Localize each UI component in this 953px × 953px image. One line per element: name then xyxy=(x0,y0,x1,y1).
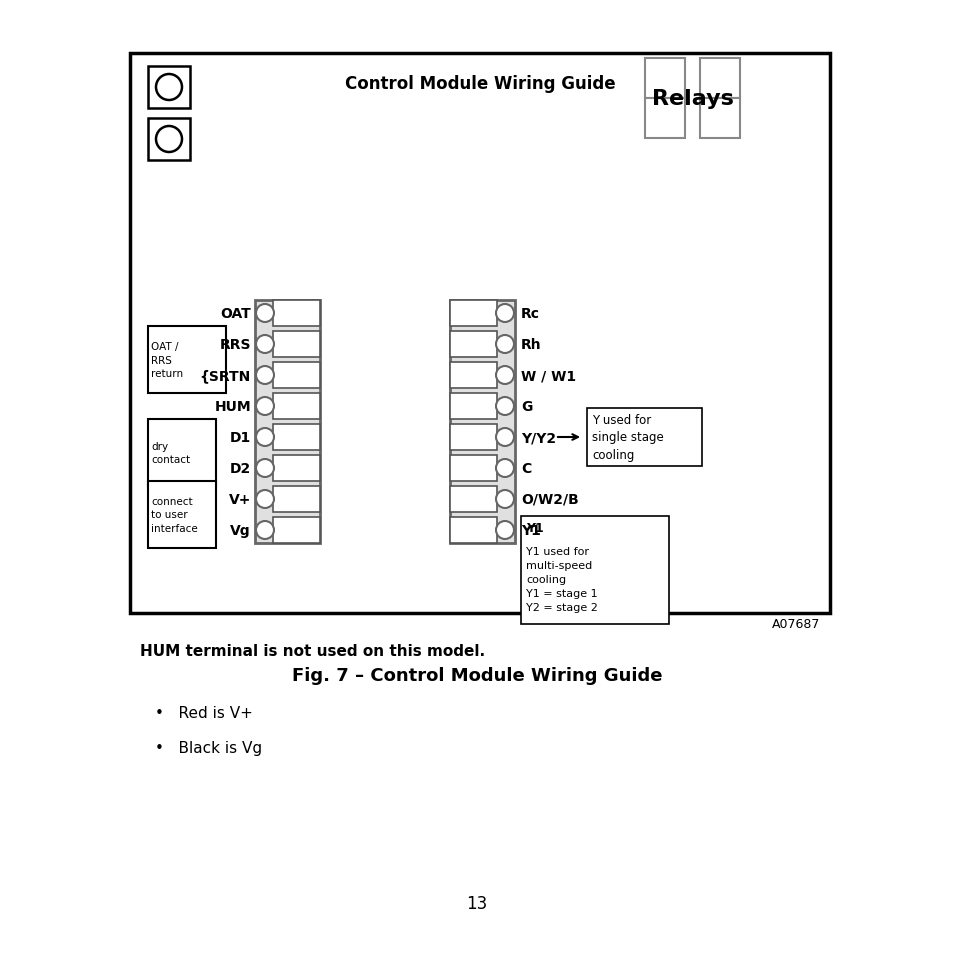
Circle shape xyxy=(156,127,182,152)
Bar xyxy=(273,394,319,419)
Circle shape xyxy=(496,397,514,416)
Text: G: G xyxy=(520,399,532,414)
Circle shape xyxy=(496,521,514,539)
Text: Y1: Y1 xyxy=(520,523,540,537)
Bar xyxy=(450,456,497,481)
Circle shape xyxy=(496,335,514,354)
Text: •   Black is Vg: • Black is Vg xyxy=(154,740,262,756)
Bar xyxy=(273,486,319,513)
Circle shape xyxy=(496,367,514,385)
Bar xyxy=(148,481,215,548)
Bar xyxy=(450,394,497,419)
Bar xyxy=(273,332,319,357)
Text: Relays: Relays xyxy=(651,89,733,109)
Text: Rc: Rc xyxy=(520,307,539,320)
Text: {SRTN: {SRTN xyxy=(199,369,251,382)
Text: W / W1: W / W1 xyxy=(520,369,576,382)
Text: C: C xyxy=(520,461,531,476)
Circle shape xyxy=(255,367,274,385)
Text: 13: 13 xyxy=(466,894,487,912)
Circle shape xyxy=(496,429,514,447)
Text: Y used for
single stage
cooling: Y used for single stage cooling xyxy=(592,414,663,461)
Circle shape xyxy=(496,491,514,509)
Circle shape xyxy=(255,459,274,477)
Text: Y1 used for
multi-speed
cooling
Y1 = stage 1
Y2 = stage 2: Y1 used for multi-speed cooling Y1 = sta… xyxy=(525,546,598,613)
Circle shape xyxy=(255,335,274,354)
Text: Y1: Y1 xyxy=(525,522,543,535)
Bar xyxy=(148,67,190,109)
Circle shape xyxy=(255,429,274,447)
Bar xyxy=(254,301,319,543)
Text: D2: D2 xyxy=(230,461,251,476)
Circle shape xyxy=(496,459,514,477)
Text: HUM: HUM xyxy=(214,399,251,414)
Bar xyxy=(700,59,740,99)
Text: •   Red is V+: • Red is V+ xyxy=(154,706,253,720)
Text: Vg: Vg xyxy=(230,523,251,537)
Bar xyxy=(148,119,190,161)
Text: Rh: Rh xyxy=(520,337,541,352)
Text: OAT /
RRS
return: OAT / RRS return xyxy=(151,342,183,378)
Text: RRS: RRS xyxy=(219,337,251,352)
Bar xyxy=(273,301,319,327)
Bar xyxy=(450,424,497,451)
Text: dry
contact: dry contact xyxy=(151,441,190,465)
Text: D1: D1 xyxy=(230,431,251,444)
Circle shape xyxy=(255,397,274,416)
Text: Control Module Wiring Guide: Control Module Wiring Guide xyxy=(344,75,615,92)
Bar xyxy=(644,99,684,139)
Circle shape xyxy=(255,491,274,509)
Text: O/W2/B: O/W2/B xyxy=(520,493,578,506)
Bar xyxy=(130,54,829,614)
Bar xyxy=(520,517,668,624)
Circle shape xyxy=(496,305,514,323)
Circle shape xyxy=(156,75,182,101)
Bar xyxy=(450,332,497,357)
Bar xyxy=(450,486,497,513)
Text: OAT: OAT xyxy=(220,307,251,320)
Bar xyxy=(586,409,701,467)
Text: V+: V+ xyxy=(229,493,251,506)
Text: connect
to user
interface: connect to user interface xyxy=(151,497,197,533)
Bar xyxy=(644,59,684,99)
Bar xyxy=(700,99,740,139)
Bar xyxy=(148,327,226,394)
Bar xyxy=(148,419,215,486)
Bar xyxy=(450,363,497,389)
Text: Y/Y2: Y/Y2 xyxy=(520,431,556,444)
Bar xyxy=(450,517,497,543)
Circle shape xyxy=(255,521,274,539)
Text: Fig. 7 – Control Module Wiring Guide: Fig. 7 – Control Module Wiring Guide xyxy=(292,666,661,684)
Bar xyxy=(273,424,319,451)
Bar xyxy=(273,363,319,389)
Bar xyxy=(273,517,319,543)
Bar xyxy=(450,301,497,327)
Bar xyxy=(450,301,515,543)
Text: HUM terminal is not used on this model.: HUM terminal is not used on this model. xyxy=(140,644,485,659)
Text: A07687: A07687 xyxy=(771,617,820,630)
Bar xyxy=(273,456,319,481)
Circle shape xyxy=(255,305,274,323)
